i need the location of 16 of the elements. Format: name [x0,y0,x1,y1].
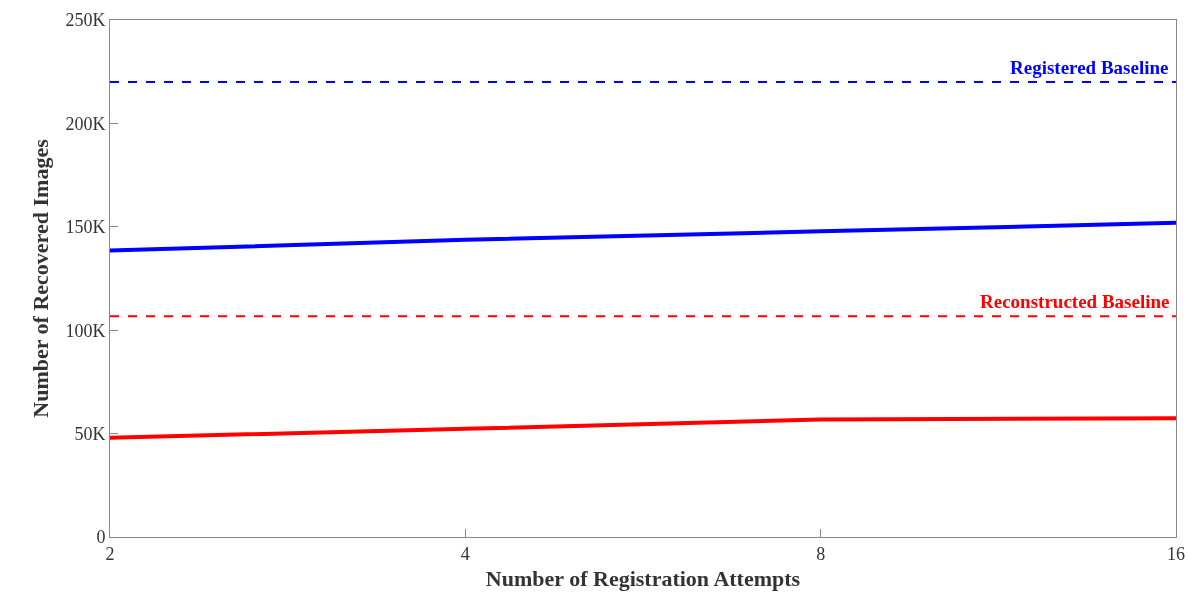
y-tick-label: 200K [65,113,106,134]
x-tick-label: 2 [105,543,115,564]
y-tick-label: 100K [65,320,106,341]
x-tick-label: 16 [1167,543,1185,564]
y-tick-label: 150K [65,217,106,238]
x-tick-label: 4 [460,543,470,564]
y-tick-label: 50K [74,423,106,444]
line-series [110,220,1176,253]
ref-line-label: Registered Baseline [1010,57,1169,78]
x-axis-title: Number of Registration Attempts [485,566,801,592]
x-tick-label: 8 [816,543,826,564]
y-tick-label: 0 [96,527,106,548]
y-tick-label: 250K [65,10,106,31]
ref-line-label: Reconstructed Baseline [980,291,1170,312]
line-series [110,416,1176,440]
y-axis-title: Number of Recovered Images [28,138,54,418]
